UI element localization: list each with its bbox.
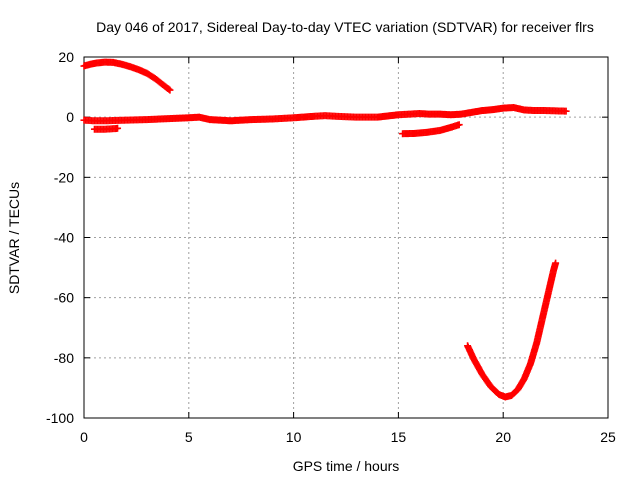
data-point bbox=[166, 86, 174, 94]
y-tick-label: -60 bbox=[54, 290, 74, 306]
y-axis-label: SDTVAR / TECUs bbox=[6, 182, 22, 294]
x-tick-label: 10 bbox=[286, 429, 302, 445]
data-point bbox=[114, 124, 122, 132]
data-point bbox=[455, 121, 463, 129]
axis-ticks: 0 5 10 15 20 25 20 0 -20 -40 -60 -80 -100 bbox=[46, 49, 616, 445]
data-point bbox=[552, 259, 560, 267]
y-tick-label: -40 bbox=[54, 230, 74, 246]
series-arc-4 bbox=[399, 121, 463, 138]
x-tick-label: 25 bbox=[600, 429, 616, 445]
chart-title: Day 046 of 2017, Sidereal Day-to-day VTE… bbox=[96, 19, 594, 35]
x-tick-label: 5 bbox=[185, 429, 193, 445]
y-tick-label: -20 bbox=[54, 169, 74, 185]
x-axis-label: GPS time / hours bbox=[293, 458, 400, 474]
series-arc-1 bbox=[80, 58, 174, 94]
series-arc-3 bbox=[90, 124, 122, 133]
y-tick-label: 20 bbox=[58, 49, 74, 65]
y-tick-label: -100 bbox=[46, 410, 74, 426]
x-tick-label: 0 bbox=[80, 429, 88, 445]
data-series bbox=[80, 58, 570, 401]
series-arc-5 bbox=[464, 259, 560, 401]
y-tick-label: -80 bbox=[54, 350, 74, 366]
data-point bbox=[562, 107, 570, 115]
series-arc-2 bbox=[80, 104, 570, 125]
x-tick-label: 15 bbox=[391, 429, 407, 445]
y-tick-label: 0 bbox=[66, 109, 74, 125]
x-tick-label: 20 bbox=[495, 429, 511, 445]
